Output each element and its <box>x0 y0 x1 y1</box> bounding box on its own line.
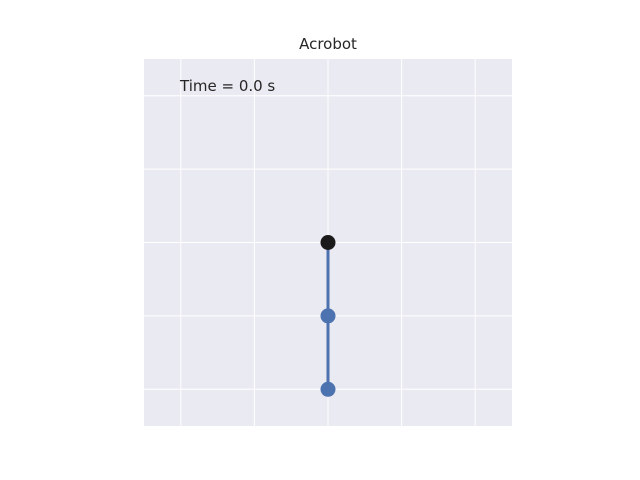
time-readout: Time = 0.0 s <box>180 77 276 95</box>
pendulum-joint-1 <box>320 308 336 324</box>
pendulum-joint-2 <box>320 381 336 397</box>
pivot-joint <box>320 235 336 250</box>
pendulum-joints <box>320 235 336 397</box>
plot-title: Acrobot <box>299 35 357 53</box>
